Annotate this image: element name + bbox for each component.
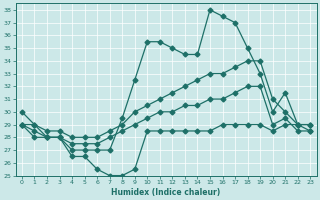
X-axis label: Humidex (Indice chaleur): Humidex (Indice chaleur) — [111, 188, 221, 197]
